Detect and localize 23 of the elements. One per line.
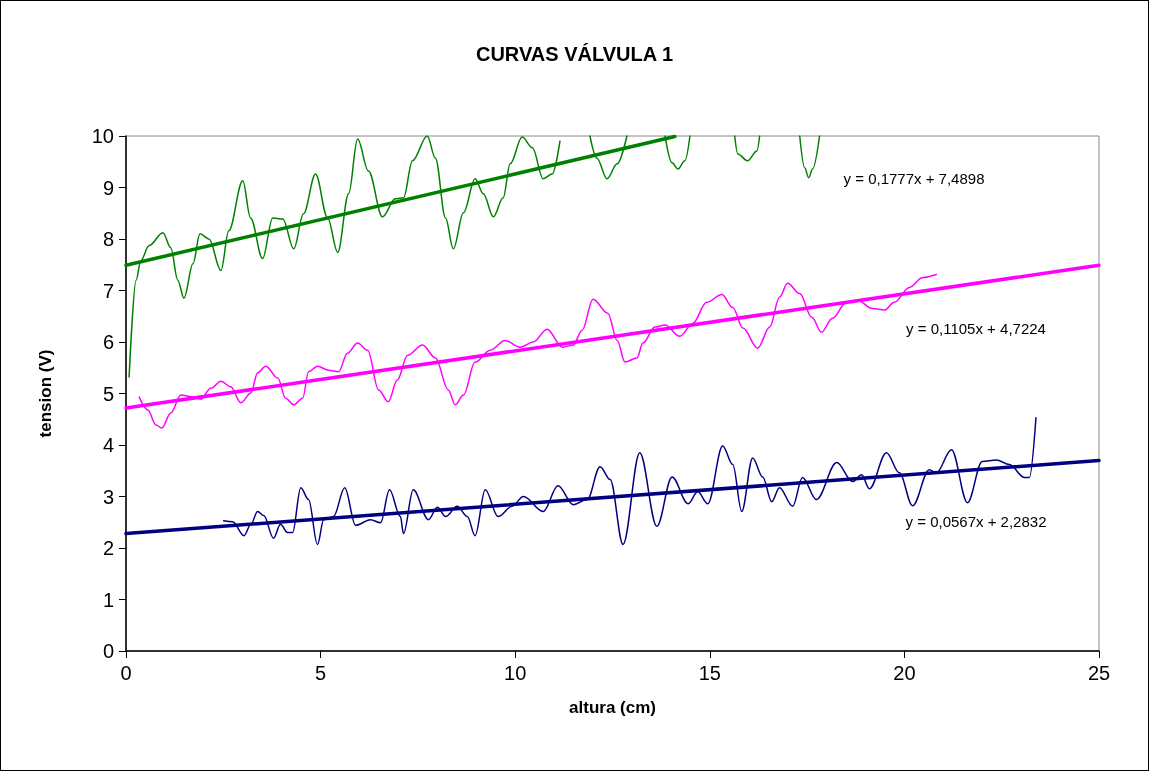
x-tick-label: 15 xyxy=(698,662,721,684)
y-tick-label: 2 xyxy=(102,537,114,559)
x-axis-title: altura (cm) xyxy=(569,698,656,717)
annotation: y = 0,0567x + 2,2832 xyxy=(905,512,1047,530)
y-tick-label: 8 xyxy=(102,228,114,250)
y-tick-label: 3 xyxy=(102,485,114,508)
y-tick-label: 0 xyxy=(102,640,114,662)
y-axis-title: tension (V) xyxy=(36,349,55,438)
y-tick-label: 7 xyxy=(102,279,114,302)
y-tick-label: 4 xyxy=(102,434,114,456)
x-tick-label: 25 xyxy=(1087,662,1111,684)
x-tick-label: 0 xyxy=(120,662,132,684)
y-tick-label: 9 xyxy=(102,176,114,199)
y-tick-label: 10 xyxy=(91,125,114,147)
x-tick-label: 5 xyxy=(315,662,327,684)
y-tick-label: 6 xyxy=(102,331,114,353)
chart-title: CURVAS VÁLVULA 1 xyxy=(475,43,674,65)
annotation: y = 0,1105x + 4,7224 xyxy=(906,319,1046,337)
annotation: y = 0,1777x + 7,4898 xyxy=(843,169,985,187)
x-tick-label: 20 xyxy=(893,662,916,684)
x-tick-label: 10 xyxy=(504,662,527,684)
y-tick-label: 1 xyxy=(102,588,114,611)
y-tick-label: 5 xyxy=(102,382,114,405)
